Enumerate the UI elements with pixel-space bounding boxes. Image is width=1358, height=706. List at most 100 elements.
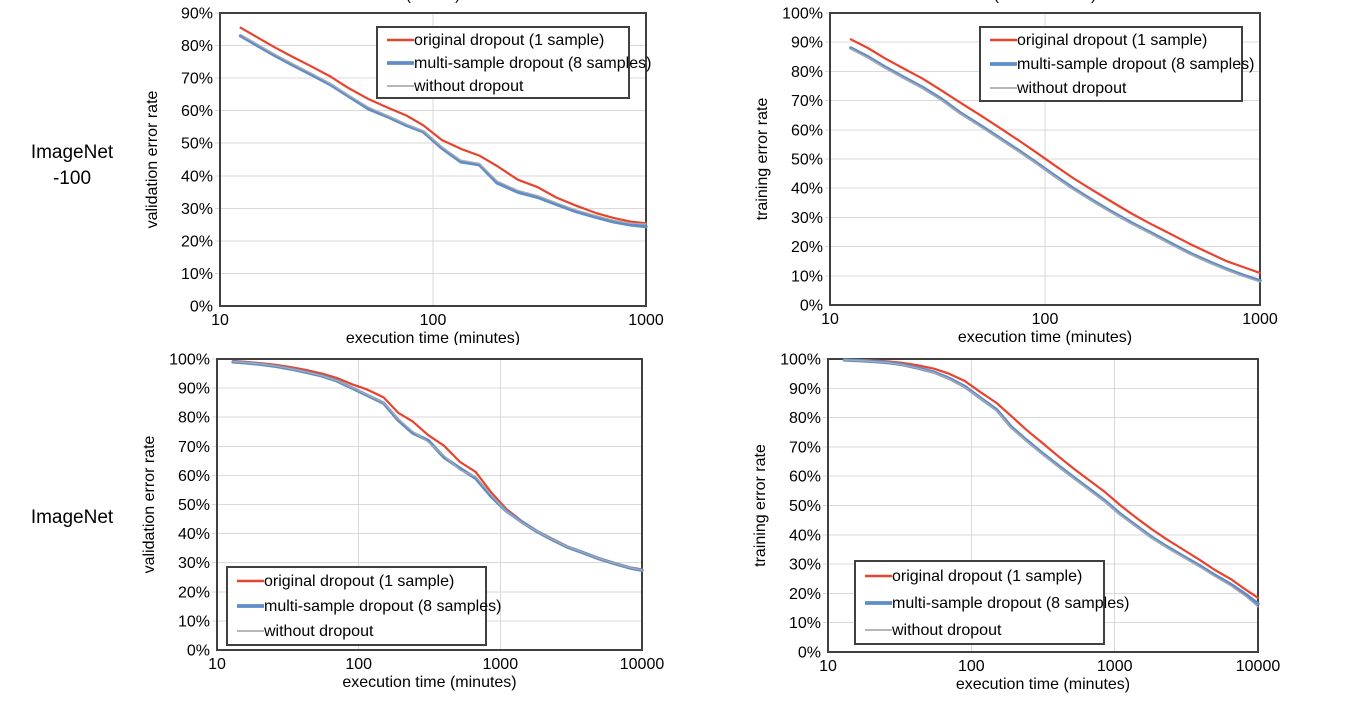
y-tick-label: 70% (789, 439, 821, 456)
y-tick-label: 100% (169, 352, 210, 369)
legend: original dropout (1 sample) multi-sample … (979, 26, 1254, 102)
x-tick-label: 10 (821, 311, 839, 328)
y-tick-label: 10% (178, 613, 210, 630)
axis-labels: 0% 10% 20% 30% 40% 50% 60% 70% 80% 90% 100% 10 100 10… (754, 6, 1278, 347)
legend: original dropout (1 sample) multi-sample … (376, 26, 651, 99)
legend-box (376, 26, 630, 99)
x-axis-title: execution time (minutes) (346, 330, 520, 345)
x-axis-title: execution time (minutes) (342, 674, 516, 691)
y-tick-label: 0% (187, 643, 210, 660)
chart-imagenet-100-validation: 0% 10% 20% 30% 40% 50% 60% 70% 80% 90% 10 100 1000 ex… (130, 0, 706, 350)
axis-labels: 0% 10% 20% 30% 40% 50% 60% 70% 80% 90% 10 100 1000 ex… (144, 6, 664, 348)
series-line-2 (843, 359, 1259, 608)
legend-label-2: without dropout (1016, 80, 1127, 97)
y-tick-label: 30% (789, 557, 821, 574)
chart-imagenet-training: 0% 10% 20% 30% 40% 50% 60% 70% 80% 90% 100% 10 100 10… (740, 346, 1318, 706)
y-tick-label: 40% (178, 526, 210, 543)
y-tick-label: 70% (181, 71, 213, 88)
y-tick-label: 60% (791, 122, 823, 139)
series-line-0 (239, 26, 648, 225)
row-label-imagenet-100: ImageNet -100 (30, 142, 114, 189)
y-tick-label: 50% (789, 498, 821, 515)
row-label-imagenet: ImageNet (30, 507, 114, 528)
legend-label-2: without dropout (891, 622, 1002, 639)
legend: original dropout (1 sample) multi-sample … (854, 560, 1129, 645)
y-tick-label: 90% (178, 381, 210, 398)
series-line-0 (843, 358, 1260, 599)
y-tick-label: 80% (181, 38, 213, 55)
x-tick-label: 100 (420, 312, 447, 329)
legend-label-2: without dropout (263, 623, 374, 640)
y-tick-label: 40% (181, 168, 213, 185)
y-tick-label: 40% (789, 527, 821, 544)
series-lines (231, 359, 644, 573)
y-tick-label: 50% (178, 497, 210, 514)
y-tick-label: 100% (780, 352, 821, 369)
y-tick-label: 90% (181, 6, 213, 23)
y-tick-label: 10% (791, 268, 823, 285)
y-axis-title: training error rate (752, 444, 769, 567)
legend-label-1: multi-sample dropout (8 samples) (264, 598, 501, 615)
legend-box (226, 566, 487, 646)
y-tick-label: 0% (190, 299, 213, 316)
y-tick-label: 0% (798, 645, 821, 662)
series-lines (842, 358, 1260, 608)
legend-box (854, 560, 1105, 645)
legend-label-1: multi-sample dropout (8 samples) (1017, 56, 1254, 73)
axis-labels: 0% 10% 20% 30% 40% 50% 60% 70% 80% 90% 100% 10 100 10… (752, 352, 1280, 694)
series-lines (238, 26, 648, 229)
cropped-chart-title-left: ( ) (220, 0, 646, 5)
chart-imagenet-100-training: 0% 10% 20% 30% 40% 50% 60% 70% 80% 90% 100% 10 100 10… (740, 0, 1318, 350)
x-tick-label: 1000 (1097, 658, 1133, 675)
legend-label-1: multi-sample dropout (8 samples) (892, 595, 1129, 612)
y-tick-label: 0% (800, 298, 823, 315)
plot-border (219, 12, 647, 307)
y-tick-label: 10% (789, 615, 821, 632)
y-tick-label: 100% (782, 6, 823, 23)
y-tick-label: 60% (178, 468, 210, 485)
y-tick-label: 20% (178, 584, 210, 601)
plot-border (829, 12, 1261, 306)
y-tick-label: 60% (181, 103, 213, 120)
y-tick-label: 80% (791, 64, 823, 81)
y-tick-label: 70% (791, 93, 823, 110)
series-line-2 (239, 33, 647, 225)
y-tick-label: 30% (181, 201, 213, 218)
y-tick-label: 10% (181, 266, 213, 283)
legend: original dropout (1 sample) multi-sample … (226, 566, 501, 646)
plot-border (216, 358, 643, 651)
cropped-chart-title-right: ( ) (830, 0, 1260, 5)
x-tick-label: 10 (208, 656, 226, 673)
x-axis-title: execution time (minutes) (956, 676, 1130, 693)
legend-label-0: original dropout (1 sample) (414, 32, 604, 49)
y-tick-label: 30% (178, 555, 210, 572)
x-tick-label: 10000 (620, 656, 665, 673)
y-tick-label: 50% (791, 152, 823, 169)
cropped-title-text: ( ) (830, 0, 1260, 4)
legend-label-2: without dropout (413, 78, 524, 95)
x-tick-label: 100 (1032, 311, 1059, 328)
y-tick-label: 50% (181, 136, 213, 153)
series-line-2 (850, 48, 1261, 283)
y-tick-label: 20% (789, 586, 821, 603)
axis-labels: 0% 10% 20% 30% 40% 50% 60% 70% 80% 90% 100% 10 100 10… (141, 352, 664, 692)
legend-label-1: multi-sample dropout (8 samples) (414, 55, 651, 72)
x-tick-label: 1000 (1242, 311, 1278, 328)
x-tick-label: 1000 (628, 312, 664, 329)
y-tick-label: 40% (791, 181, 823, 198)
legend-label-0: original dropout (1 sample) (892, 568, 1082, 585)
chart-svg-imagenet-validation: 0% 10% 20% 30% 40% 50% 60% 70% 80% 90% 100% 10 100 10… (141, 352, 664, 692)
series-lines (849, 38, 1262, 283)
series-line-1 (238, 34, 648, 229)
chart-imagenet-validation: 0% 10% 20% 30% 40% 50% 60% 70% 80% 90% 100% 10 100 10… (130, 346, 706, 706)
x-axis-title: execution time (minutes) (958, 329, 1132, 345)
cropped-title-text: ( ) (220, 0, 646, 4)
y-axis-title: validation error rate (141, 435, 158, 573)
x-tick-label: 100 (345, 656, 372, 673)
y-tick-label: 70% (178, 439, 210, 456)
series-line-1 (231, 360, 644, 573)
legend-box (979, 26, 1243, 102)
x-tick-label: 10 (819, 658, 837, 675)
y-tick-label: 20% (791, 239, 823, 256)
